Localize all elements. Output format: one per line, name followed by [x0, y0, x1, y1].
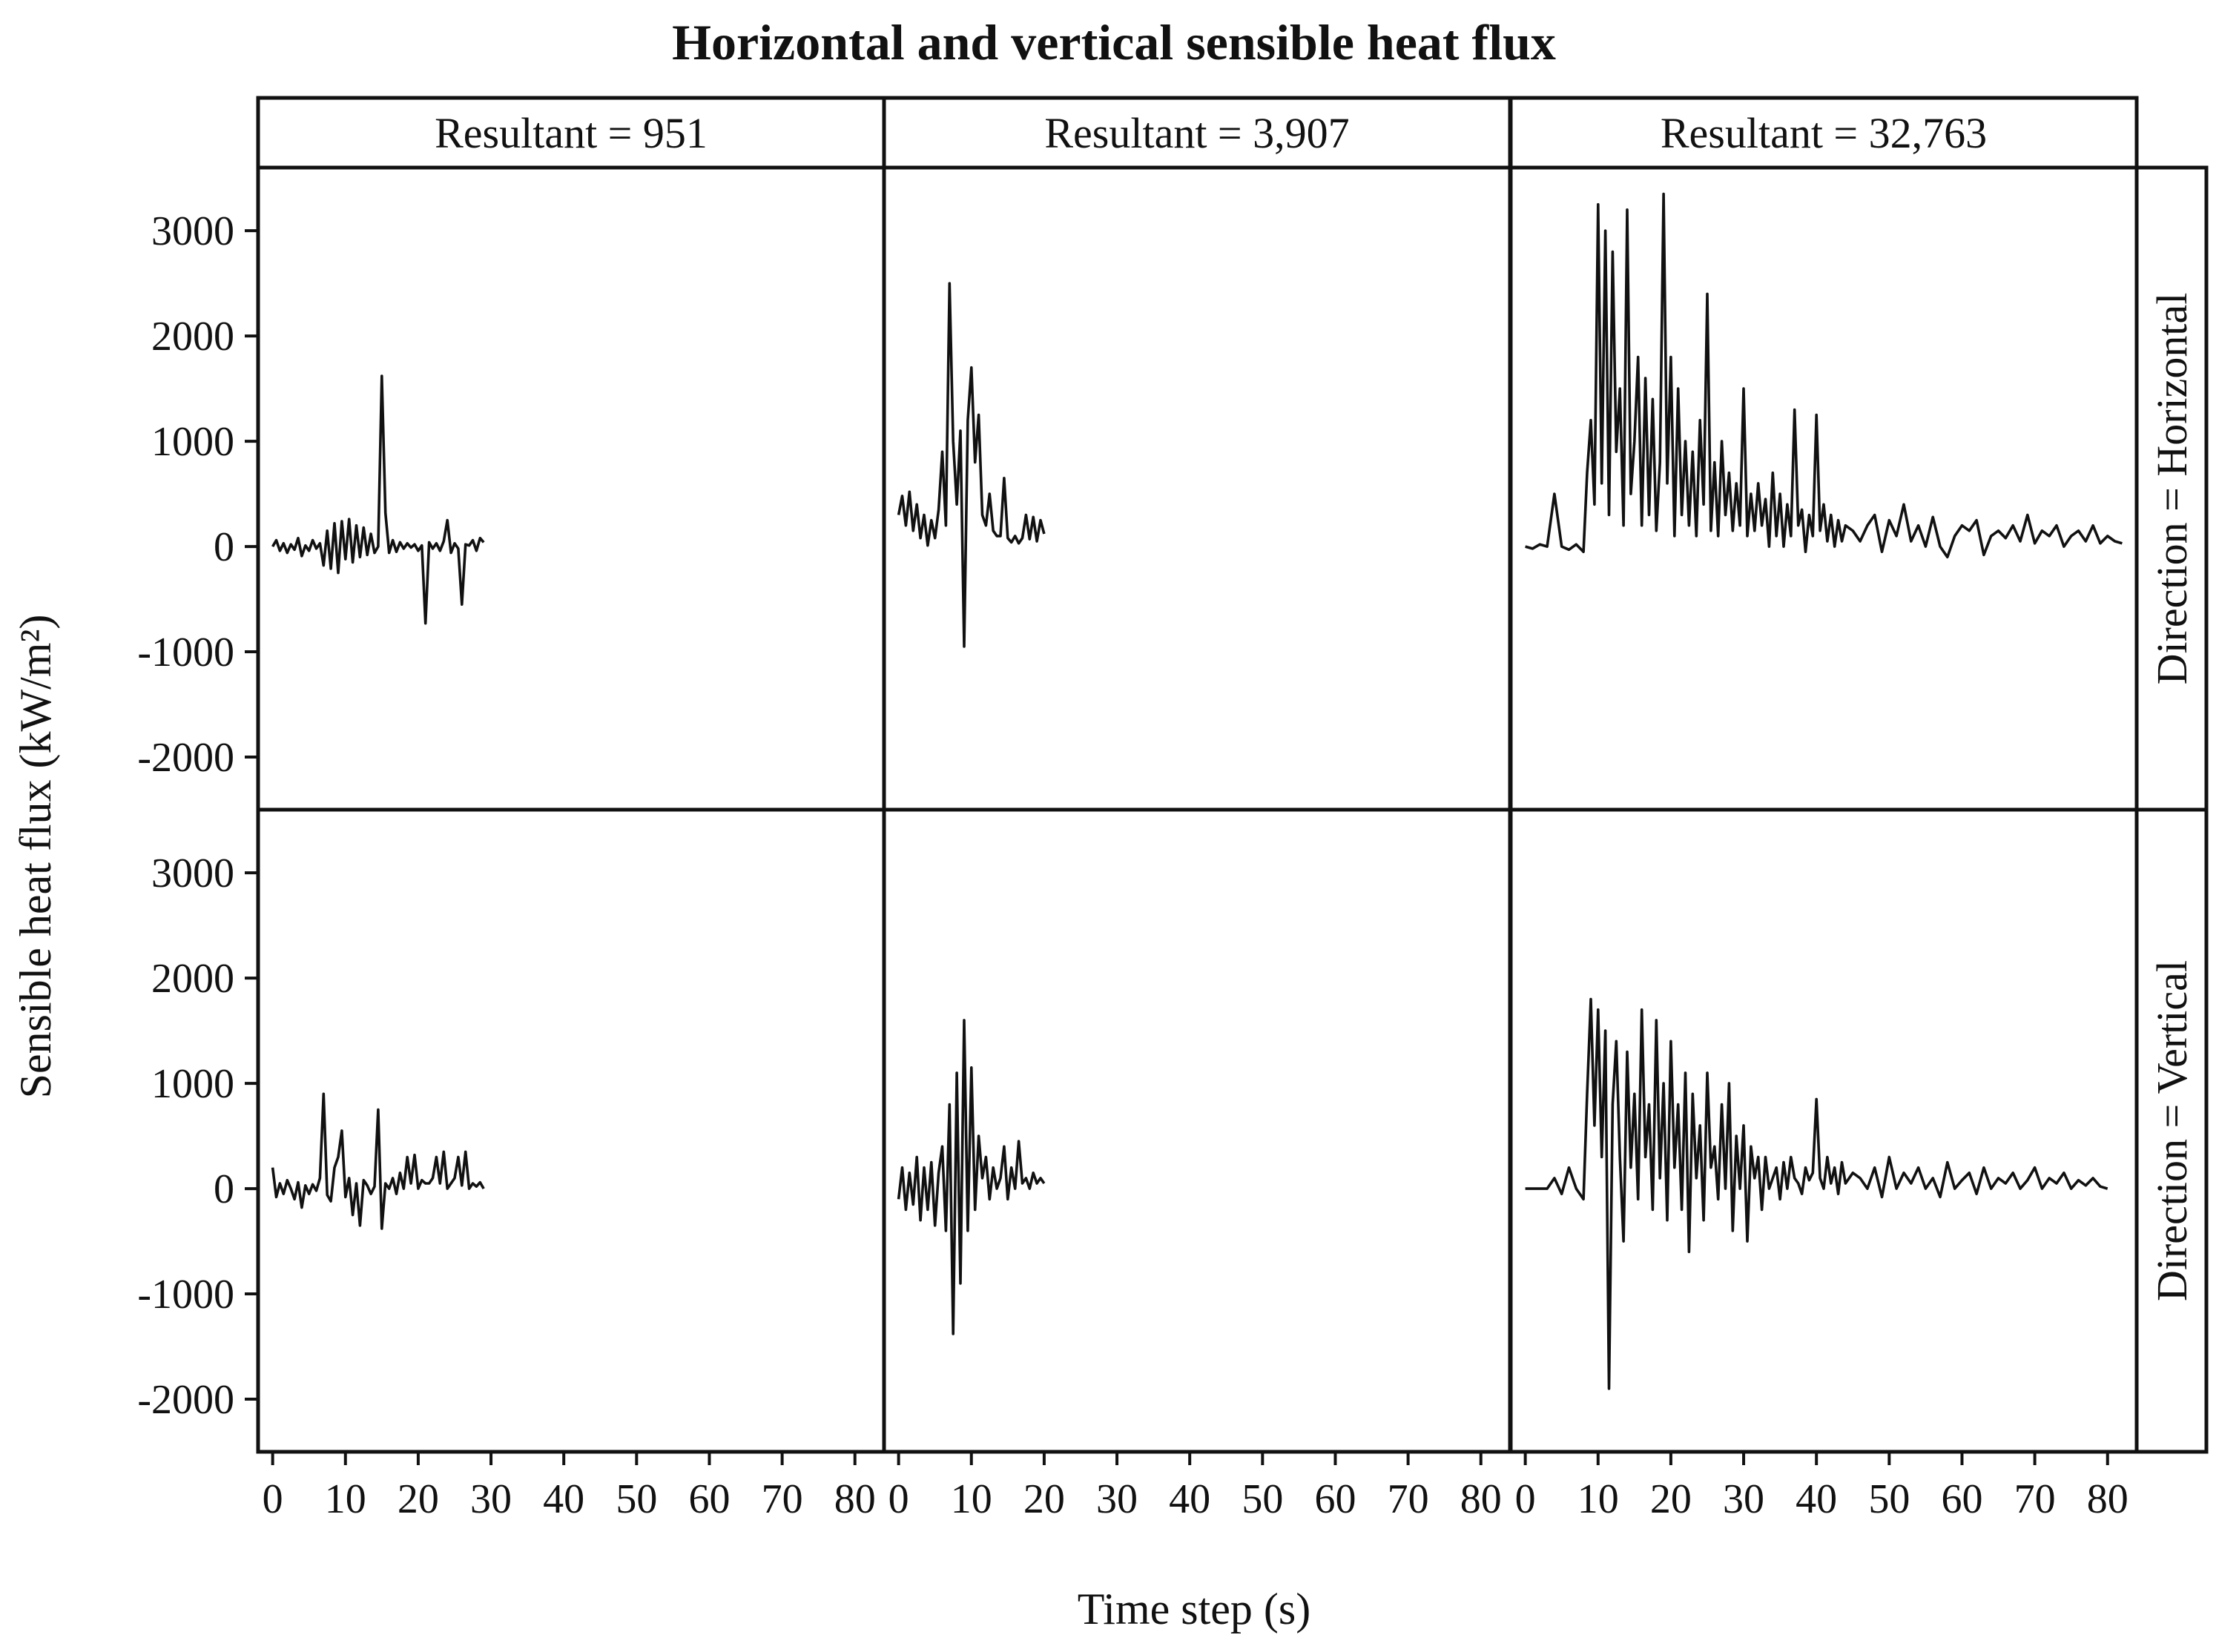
- y-tick-label: -1000: [137, 630, 234, 675]
- x-tick-label: 80: [834, 1476, 876, 1522]
- row-strip-label-1: Direction = Horizontal: [2148, 293, 2196, 685]
- x-tick-label: 10: [325, 1476, 366, 1522]
- column-strip-label-1: Resultant = 951: [435, 109, 708, 157]
- y-tick-label: 2000: [151, 314, 234, 360]
- x-tick-label: 40: [543, 1476, 584, 1522]
- panel-direction-vertical-resultant-3-907: [882, 807, 1512, 1454]
- row-strip-box-1: [2134, 165, 2209, 812]
- x-tick-label: 30: [1096, 1476, 1138, 1522]
- x-tick-label: 50: [616, 1476, 657, 1522]
- y-tick-label: 0: [214, 1166, 234, 1212]
- x-tick-label: 0: [263, 1476, 283, 1522]
- y-axis: -2000 -1000 0 1000 2000 3000 -2000 -1000 0 1000 20…: [137, 208, 258, 1423]
- x-tick-label: 40: [1796, 1476, 1837, 1522]
- x-tick-label: 50: [1868, 1476, 1910, 1522]
- series-line-5: [897, 1019, 1046, 1335]
- series-line-1: [271, 374, 485, 625]
- y-tick-label: 1000: [151, 1061, 234, 1107]
- x-tick-label: 10: [1577, 1476, 1619, 1522]
- x-tick-label: 60: [688, 1476, 730, 1522]
- panel-frame: [1509, 807, 2139, 1454]
- panel-frame: [256, 807, 886, 1454]
- x-tick-label: 20: [1650, 1476, 1692, 1522]
- chart-title: Horizontal and vertical sensible heat fl…: [672, 14, 1556, 70]
- row-strip-box-2: [2134, 807, 2209, 1454]
- panel-frame: [882, 807, 1512, 1454]
- x-tick-label: 50: [1242, 1476, 1283, 1522]
- x-tick-label: 20: [398, 1476, 439, 1522]
- x-tick-label: 0: [1515, 1476, 1536, 1522]
- panel-direction-horizontal-resultant-951: [256, 165, 886, 812]
- x-tick-label: 70: [1388, 1476, 1429, 1522]
- column-strip-box-1: [256, 96, 886, 170]
- panel-frame: [256, 165, 886, 812]
- x-axis-label: Time step (s): [1078, 1585, 1310, 1633]
- x-tick-label: 0: [888, 1476, 909, 1522]
- series-line-4: [271, 1092, 485, 1230]
- series-line-6: [1525, 997, 2108, 1390]
- x-tick-label: 60: [1941, 1476, 1982, 1522]
- y-tick-label: -2000: [137, 1377, 234, 1423]
- column-strip-label-2: Resultant = 3,907: [1044, 109, 1349, 157]
- row-strips: Direction = Horizontal Direction = Vertic…: [2134, 165, 2209, 1454]
- x-tick-label: 80: [1460, 1476, 1502, 1522]
- x-tick-label: 80: [2087, 1476, 2129, 1522]
- column-strip-box-2: [882, 96, 1512, 170]
- y-tick-label: 0: [214, 524, 234, 570]
- row-strip-label-2: Direction = Vertical: [2148, 960, 2196, 1301]
- series-line-2: [897, 282, 1046, 648]
- series-line-3: [1525, 192, 2123, 559]
- panel-direction-horizontal-resultant-32-763: [1509, 165, 2139, 812]
- x-tick-label: 70: [762, 1476, 803, 1522]
- column-strips: Resultant = 951 Resultant = 3,907 Resultan…: [256, 96, 2139, 170]
- x-tick-label: 30: [470, 1476, 512, 1522]
- x-tick-label: 30: [1723, 1476, 1764, 1522]
- panel-direction-horizontal-resultant-3-907: [882, 165, 1512, 812]
- x-axis: 0 10 20 30 40 50 60 70 80 0 10 20 30 40 50 60 70 80 0 10 20 3…: [263, 1452, 2129, 1522]
- y-tick-label: -1000: [137, 1272, 234, 1318]
- panels: [256, 165, 2139, 1454]
- panel-direction-vertical-resultant-951: [256, 807, 886, 1454]
- y-tick-label: -2000: [137, 735, 234, 781]
- column-strip-label-3: Resultant = 32,763: [1661, 109, 1987, 157]
- x-tick-label: 70: [2014, 1476, 2056, 1522]
- y-tick-label: 3000: [151, 850, 234, 896]
- y-tick-label: 1000: [151, 419, 234, 465]
- x-tick-label: 40: [1169, 1476, 1210, 1522]
- y-axis-label: Sensible heat flux (kW/m²): [11, 615, 60, 1099]
- x-tick-label: 60: [1314, 1476, 1356, 1522]
- x-tick-label: 20: [1023, 1476, 1065, 1522]
- panel-frame: [882, 165, 1512, 812]
- y-tick-label: 3000: [151, 208, 234, 254]
- panel-direction-vertical-resultant-32-763: [1509, 807, 2139, 1454]
- y-tick-label: 2000: [151, 956, 234, 1002]
- x-tick-label: 10: [951, 1476, 992, 1522]
